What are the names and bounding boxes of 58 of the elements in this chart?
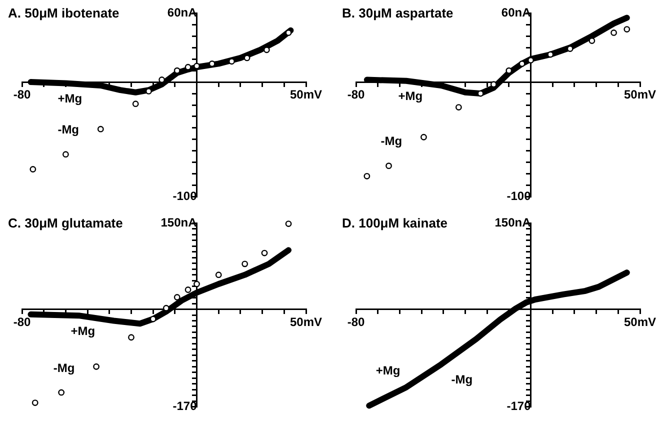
point: [93, 363, 100, 370]
y-tick-label: -100: [172, 189, 198, 204]
x-tick-label: -80: [347, 88, 365, 102]
x-tick-label: -80: [13, 88, 31, 102]
y-tick-label: 150nA: [494, 216, 532, 230]
point: [420, 134, 427, 140]
x-tick-label: -80: [13, 314, 31, 329]
point: [158, 76, 166, 83]
x-tick-label: 50mV: [290, 88, 322, 102]
annotation: -Mg: [451, 372, 473, 387]
point: [128, 334, 134, 341]
series-label: +Mg: [70, 324, 96, 338]
point: [285, 220, 292, 227]
point: [518, 60, 526, 67]
x-tick-label: 50mV: [624, 314, 656, 329]
point: [261, 250, 268, 256]
point: [228, 58, 235, 65]
point: [242, 260, 248, 268]
point: [162, 304, 170, 312]
point: [215, 272, 222, 278]
point: [194, 280, 200, 288]
series-label: -Mg: [380, 134, 402, 148]
series-label: +Mg: [58, 92, 82, 106]
point: [208, 60, 216, 67]
point: [184, 286, 192, 293]
x-tick-label: -80: [347, 314, 365, 329]
y-tick-label: -100: [506, 189, 532, 204]
series-label: -Mg: [53, 360, 75, 375]
y-tick-label: 150nA: [160, 216, 198, 230]
point: [624, 26, 630, 32]
point: [174, 294, 180, 300]
point: [62, 151, 69, 158]
point: [386, 162, 392, 170]
chart-title: A. 50μM ibotenate: [8, 6, 120, 21]
point: [132, 100, 139, 108]
point: [174, 67, 180, 74]
chart-title: C. 30μM glutamate: [8, 216, 123, 231]
point: [150, 316, 156, 322]
x-tick-label: 50mV: [624, 88, 656, 102]
chart-title: B. 30μM aspartate: [342, 6, 454, 21]
point: [58, 389, 65, 396]
point: [30, 166, 36, 172]
point: [364, 172, 370, 180]
series-label: +Mg: [398, 89, 423, 104]
point: [263, 46, 270, 54]
x-tick-label: 50mV: [290, 314, 322, 329]
series-label: -Mg: [58, 122, 80, 137]
y-tick-label: 60nA: [501, 6, 532, 20]
point: [547, 51, 554, 58]
y-tick-label: 60nA: [167, 6, 198, 20]
point: [32, 400, 38, 406]
chart-title: D. 100μM kainate: [342, 216, 448, 231]
point: [588, 38, 596, 44]
point: [97, 126, 104, 132]
point: [184, 64, 192, 70]
annotation: +Mg: [376, 364, 400, 378]
point: [455, 104, 462, 110]
point: [610, 30, 617, 36]
